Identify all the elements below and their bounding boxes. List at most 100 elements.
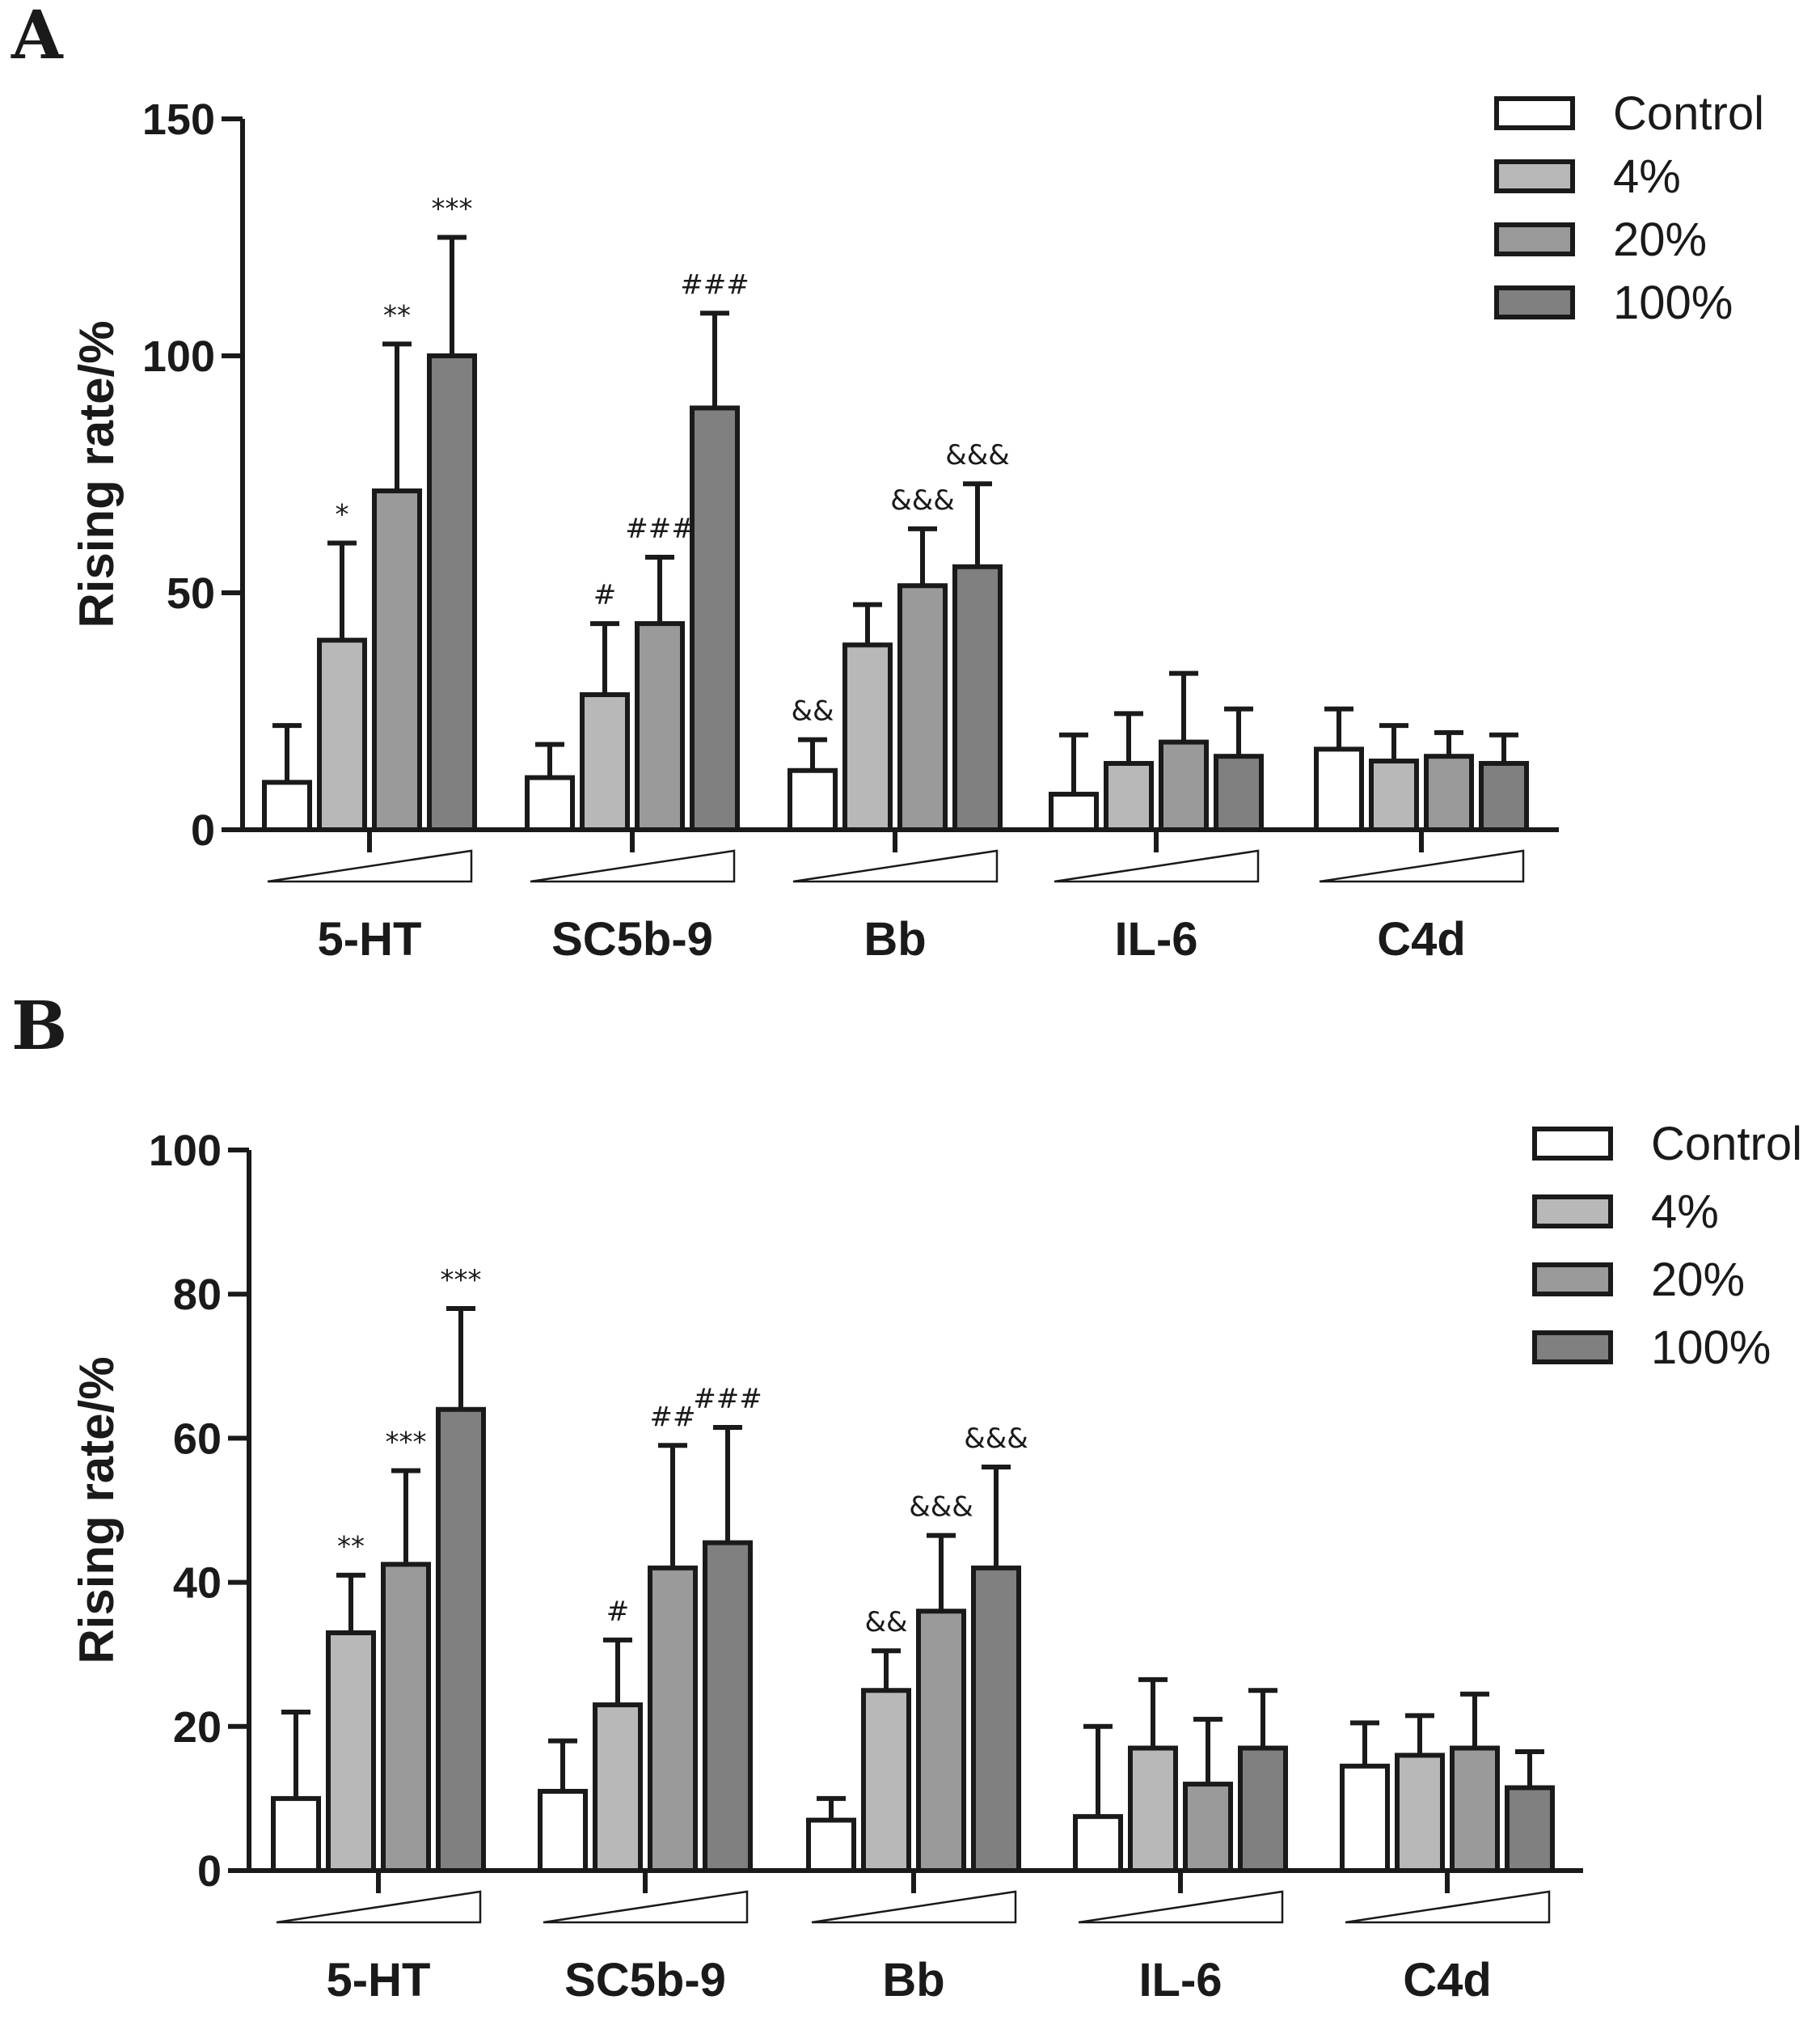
- bar: [845, 645, 890, 830]
- concentration-wedge: [1079, 1892, 1282, 1922]
- bar: [1051, 794, 1096, 830]
- legend-label: 20%: [1651, 1254, 1745, 1306]
- bar: [374, 491, 420, 830]
- y-tick-label: 20: [173, 1703, 222, 1752]
- legend-label: 4%: [1651, 1186, 1719, 1238]
- y-axis-label: Rising rate/%: [70, 320, 124, 628]
- bar: [692, 408, 737, 830]
- bar: [1106, 763, 1151, 830]
- panel-b-letter: B: [11, 987, 67, 1065]
- legend-swatch: [1497, 288, 1573, 317]
- bar: [1161, 742, 1206, 830]
- bar: [1371, 761, 1417, 830]
- bar: [582, 695, 627, 830]
- bar: [973, 1568, 1019, 1871]
- category-label: 5-HT: [318, 913, 422, 966]
- bar: [1397, 1755, 1442, 1871]
- concentration-wedge: [277, 1892, 480, 1922]
- bar: [650, 1568, 695, 1871]
- significance-mark: **: [337, 1531, 365, 1563]
- bar: [273, 1799, 319, 1871]
- significance-mark: **: [383, 299, 411, 332]
- bar: [1316, 749, 1362, 830]
- category-label: C4d: [1377, 913, 1466, 966]
- y-tick-label: 60: [173, 1414, 222, 1463]
- legend-swatch: [1497, 225, 1573, 254]
- significance-mark: &&: [791, 696, 834, 728]
- legend-label: Control: [1613, 87, 1764, 140]
- bar: [595, 1705, 640, 1871]
- significance-mark: &&&: [945, 439, 1010, 471]
- concentration-wedge: [530, 851, 734, 882]
- significance-mark: &&&: [909, 1491, 973, 1524]
- significance-mark: ###: [693, 1383, 762, 1415]
- legend-swatch: [1535, 1265, 1611, 1294]
- panel-b: B 0 20 40 60 80 100 Rising rate/% 5-HT SC5b-9 Bb I…: [11, 987, 1802, 2006]
- legend-swatch: [1535, 1333, 1611, 1362]
- bar: [1481, 763, 1527, 830]
- category-label: Bb: [882, 1954, 944, 2006]
- bar: [540, 1791, 585, 1871]
- bar: [1426, 756, 1472, 830]
- bar: [864, 1690, 909, 1871]
- significance-mark: #: [606, 1596, 630, 1628]
- concentration-wedge: [543, 1892, 747, 1922]
- y-tick-label: 0: [197, 1847, 222, 1896]
- panel-a: A 0 50 100 150 Rising rate/% 5-HT SC5b-9 Bb IL-6…: [11, 0, 1764, 966]
- category-label: 5-HT: [327, 1954, 431, 2006]
- bar: [1130, 1748, 1176, 1871]
- y-tick-label: 100: [149, 1127, 222, 1175]
- legend-swatch: [1535, 1129, 1611, 1158]
- bar: [809, 1820, 854, 1871]
- bar: [955, 567, 1000, 830]
- bar: [1075, 1816, 1121, 1871]
- y-tick-label: 40: [173, 1559, 222, 1608]
- bar: [1185, 1784, 1231, 1871]
- bar: [1216, 756, 1261, 830]
- bar: [900, 586, 945, 830]
- bar: [328, 1633, 374, 1871]
- category-label: IL-6: [1138, 1954, 1222, 2006]
- significance-mark: &&&: [964, 1423, 1028, 1455]
- significance-mark: ***: [441, 1264, 482, 1296]
- concentration-wedge: [812, 1892, 1016, 1922]
- bar: [637, 624, 682, 830]
- panel-a-letter: A: [11, 0, 64, 74]
- significance-mark: &&&: [890, 484, 955, 517]
- bar: [1507, 1788, 1552, 1871]
- legend-label: 20%: [1613, 214, 1707, 266]
- bar: [438, 1410, 484, 1871]
- concentration-wedge: [793, 851, 997, 882]
- bar: [527, 778, 572, 830]
- bar: [429, 356, 475, 830]
- significance-mark: ###: [625, 513, 694, 545]
- significance-mark: ***: [432, 193, 473, 226]
- y-tick-label: 80: [173, 1271, 222, 1319]
- bar: [1452, 1748, 1497, 1871]
- bar: [918, 1611, 964, 1871]
- category-label: Bb: [864, 913, 926, 966]
- significance-mark: *: [336, 498, 349, 531]
- concentration-wedge: [1345, 1892, 1549, 1922]
- category-label: IL-6: [1114, 913, 1197, 966]
- legend-swatch: [1497, 162, 1573, 191]
- category-label: C4d: [1403, 1954, 1492, 2006]
- y-tick-label: 0: [191, 806, 215, 855]
- bar: [264, 782, 310, 830]
- legend-label: Control: [1651, 1118, 1802, 1170]
- significance-mark: ##: [650, 1401, 696, 1433]
- legend-label: 4%: [1613, 150, 1681, 203]
- bar: [383, 1564, 429, 1871]
- significance-mark: ###: [680, 268, 749, 301]
- bar: [1342, 1766, 1387, 1871]
- legend-swatch: [1497, 99, 1573, 128]
- category-label: SC5b-9: [551, 913, 713, 966]
- y-tick-label: 150: [142, 95, 215, 144]
- concentration-wedge: [268, 851, 471, 882]
- bar: [790, 771, 835, 830]
- bar: [319, 641, 365, 830]
- y-tick-label: 100: [142, 332, 215, 381]
- legend-label: 100%: [1613, 277, 1733, 329]
- significance-mark: ***: [386, 1426, 427, 1458]
- bar: [1240, 1748, 1286, 1871]
